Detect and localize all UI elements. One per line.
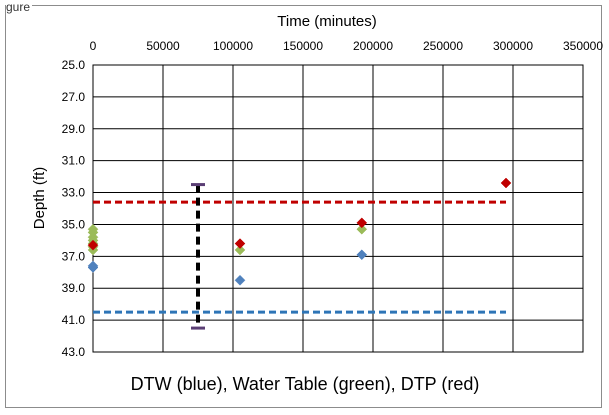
chart-caption: DTW (blue), Water Table (green), DTP (re… xyxy=(131,374,480,394)
y-tick-label: 41.0 xyxy=(62,313,86,327)
point-dtp xyxy=(500,177,512,189)
x-tick-label: 300000 xyxy=(493,39,533,53)
point-water-table xyxy=(234,244,246,256)
y-tick-label: 43.0 xyxy=(62,345,86,359)
y-tick-label: 31.0 xyxy=(62,154,86,168)
point-dtw xyxy=(356,249,368,261)
range-bar xyxy=(191,183,205,330)
x-tick-label: 100000 xyxy=(213,39,253,53)
point-dtp xyxy=(234,238,246,249)
axes: 0 50000 100000 150000 200000 250000 300000 3500… xyxy=(62,39,604,359)
reference-lines xyxy=(93,200,506,314)
x-axis-title: Time (minutes) xyxy=(277,13,376,30)
x-tick-label: 250000 xyxy=(423,39,463,53)
x-tick-label: 350000 xyxy=(563,39,603,53)
point-dtw xyxy=(234,274,246,286)
point-dtw xyxy=(87,262,99,273)
y-tick-label: 37.0 xyxy=(62,249,86,263)
x-tick-label: 150000 xyxy=(283,39,323,53)
data-points xyxy=(87,177,512,286)
y-tick-label: 27.0 xyxy=(62,90,86,104)
x-tick-label: 0 xyxy=(90,39,97,53)
gridlines xyxy=(92,64,584,353)
y-tick-label: 33.0 xyxy=(62,186,86,200)
y-tick-label: 29.0 xyxy=(62,122,86,136)
plot-area-border xyxy=(92,64,584,353)
y-tick-label: 35.0 xyxy=(62,217,86,231)
y-tick-label: 39.0 xyxy=(62,281,86,295)
point-dtp xyxy=(356,217,368,229)
y-axis-title: Depth (ft) xyxy=(31,167,48,230)
point-dtp xyxy=(87,239,99,251)
x-tick-label: 200000 xyxy=(353,39,393,53)
point-water-table xyxy=(356,223,368,235)
x-tick-label: 50000 xyxy=(146,39,180,53)
figure-label: gure xyxy=(6,0,33,14)
y-tick-label: 25.0 xyxy=(62,58,86,72)
